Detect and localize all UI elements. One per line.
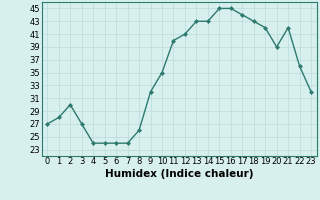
- X-axis label: Humidex (Indice chaleur): Humidex (Indice chaleur): [105, 169, 253, 179]
